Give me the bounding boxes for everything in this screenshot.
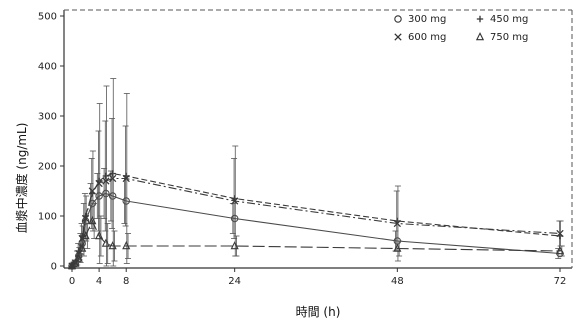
x-tick-label: 4 [96, 276, 102, 287]
series-line [71, 177, 561, 267]
y-axis: 0 100 200 300 400 500 [38, 12, 64, 273]
data-point [475, 32, 485, 41]
legend-label: 750 mg [490, 32, 528, 43]
data-point [102, 189, 110, 198]
data-point [101, 238, 110, 247]
legend-label: 600 mg [408, 32, 446, 43]
data-point [476, 15, 484, 23]
data-point [108, 192, 117, 200]
y-tick-label: 300 [38, 112, 57, 123]
legend-item: 750 mg [475, 32, 528, 43]
data-point [556, 229, 564, 238]
x-tick-label: 0 [69, 276, 75, 287]
data-point [81, 214, 90, 223]
data-point [88, 216, 97, 225]
data-point [393, 243, 402, 252]
data-point [230, 214, 239, 223]
legend-label: 300 mg [408, 14, 446, 25]
y-tick-label: 0 [51, 262, 57, 273]
legend-item: 600 mg [394, 32, 446, 43]
data-point [122, 197, 130, 205]
data-point [102, 177, 110, 185]
series-line [71, 192, 561, 267]
y-tick-label: 200 [38, 162, 57, 173]
legend: 300 mg 450 mg 600 mg 750 mg [394, 14, 528, 43]
series-triangle [67, 203, 565, 270]
data-point [81, 231, 90, 240]
data-point [231, 197, 239, 205]
x-tick-label: 8 [123, 276, 129, 287]
data-point [393, 219, 401, 228]
x-axis-title: 時間 (h) [296, 305, 341, 319]
data-point [555, 246, 565, 255]
x-axis: 0 4 8 24 48 72 [69, 268, 567, 287]
data-point [71, 258, 80, 267]
y-tick-label: 400 [38, 62, 57, 73]
series-line [71, 172, 561, 267]
data-point [109, 170, 116, 177]
data-point [394, 15, 402, 23]
data-point [67, 261, 77, 270]
legend-label: 450 mg [490, 14, 528, 25]
series-line [71, 219, 561, 267]
series-x [68, 78, 564, 270]
x-tick-label: 72 [554, 276, 567, 287]
plot-frame [63, 9, 573, 269]
legend-item: 450 mg [476, 14, 528, 25]
data-point [74, 253, 83, 262]
data-point [394, 33, 402, 41]
series-layer [67, 78, 565, 270]
series-plus [68, 118, 564, 270]
data-point [95, 231, 104, 240]
x-tick-label: 48 [391, 276, 404, 287]
x-tick-label: 24 [228, 276, 241, 287]
data-point [95, 179, 103, 188]
data-point [122, 174, 130, 183]
data-point [95, 192, 103, 200]
series-circle [68, 168, 564, 270]
data-point [78, 243, 87, 252]
data-point [108, 241, 117, 250]
data-point [122, 241, 131, 250]
legend-item: 300 mg [394, 14, 446, 25]
data-point [109, 174, 117, 183]
y-axis-title: 血漿中濃度 (ng/mL) [14, 123, 29, 234]
y-tick-label: 500 [38, 12, 57, 23]
data-point [102, 172, 110, 180]
y-tick-label: 100 [38, 212, 57, 223]
data-point [88, 187, 96, 195]
data-point [230, 241, 239, 250]
